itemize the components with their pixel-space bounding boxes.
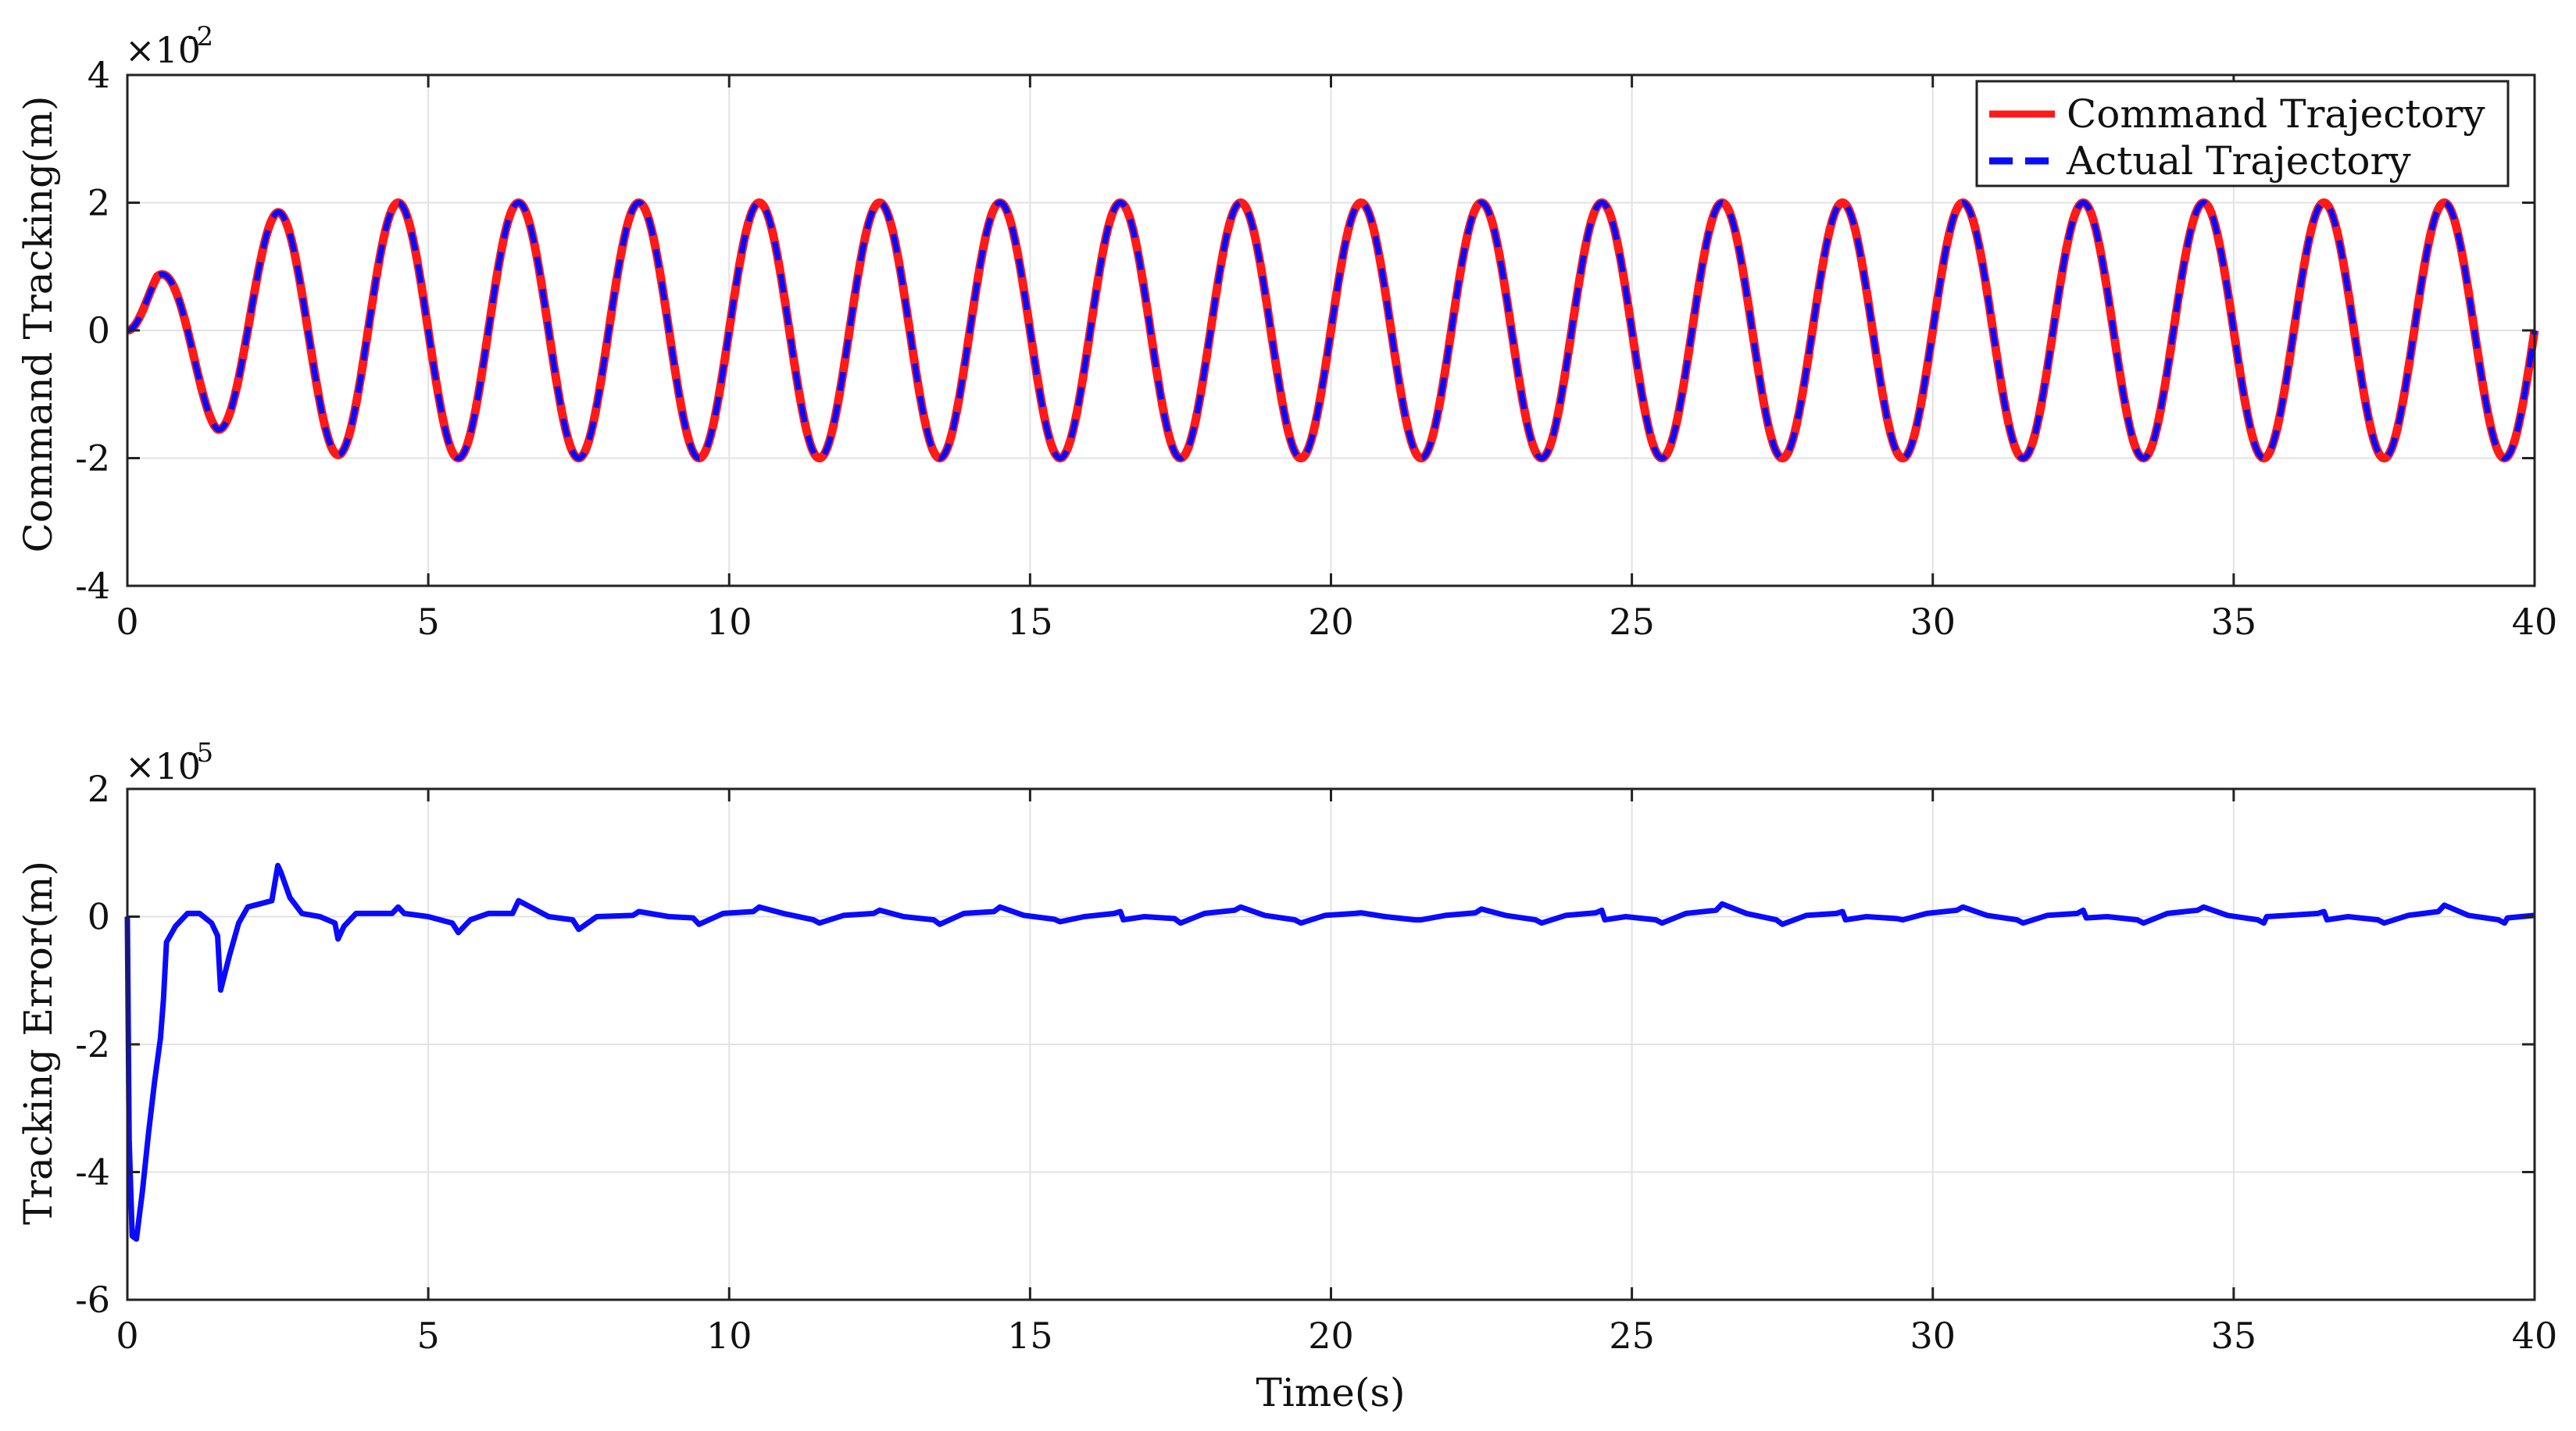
x-tick-label: 15 [1007, 1315, 1053, 1357]
x-axis-label: Time(s) [1256, 1370, 1405, 1415]
panel1-exponent-power: -2 [188, 21, 213, 52]
tracking-error-panel: 0 5 10 15 20 25 30 35 40 -6 -4 -2 0 2 ×10 -5 Trackin… [16, 737, 2557, 1415]
y-tick-label: -2 [75, 437, 110, 480]
y-tick-label: 4 [88, 54, 110, 96]
x-tick-label: 0 [116, 1315, 138, 1357]
x-tick-label: 35 [2211, 601, 2257, 643]
y-tick-label: 0 [88, 309, 110, 352]
panel1-plot-area [123, 198, 2539, 462]
tracking-error-line [124, 862, 2535, 1242]
x-tick-label: 10 [706, 601, 752, 643]
x-tick-label: 10 [706, 1315, 752, 1357]
legend-command-label: Command Trajectory [2067, 91, 2485, 137]
x-tick-label: 35 [2211, 1315, 2257, 1357]
x-tick-label: 15 [1007, 601, 1053, 643]
y-tick-label: -6 [75, 1279, 110, 1321]
panel1-x-tick-labels: 0 5 10 15 20 25 30 35 40 [116, 601, 2557, 643]
x-tick-label: 0 [116, 601, 138, 643]
x-tick-label: 30 [1910, 1315, 1956, 1357]
legend: Command Trajectory Actual Trajectory [1975, 80, 2510, 187]
panel2-y-axis-label: Tracking Error(m) [16, 861, 61, 1225]
panel1-ticks [126, 73, 2536, 587]
y-tick-label: -4 [75, 1151, 110, 1194]
x-tick-label: 40 [2512, 601, 2558, 643]
x-tick-label: 25 [1609, 601, 1655, 643]
x-tick-label: 5 [416, 1315, 439, 1357]
panel2-ticks [126, 787, 2536, 1301]
x-tick-label: 40 [2512, 1315, 2558, 1357]
x-tick-label: 25 [1609, 1315, 1655, 1357]
command-tracking-panel: 0 5 10 15 20 25 30 35 40 -4 -2 0 2 4 ×10 -2 Command … [16, 21, 2557, 643]
panel1-y-tick-labels: -4 -2 0 2 4 [75, 54, 110, 607]
y-tick-label: -4 [75, 565, 110, 607]
y-tick-label: 2 [88, 182, 110, 224]
panel2-exponent-power: -5 [188, 737, 213, 769]
x-tick-label: 30 [1910, 601, 1956, 643]
panel1-y-axis-label: Command Tracking(m) [16, 95, 61, 552]
x-tick-label: 20 [1308, 1315, 1354, 1357]
y-tick-label: 0 [88, 896, 110, 938]
panel2-plot-area [124, 862, 2535, 1242]
panel2-x-tick-labels: 0 5 10 15 20 25 30 35 40 [116, 1315, 2557, 1357]
panel2-exponent-base: ×10 [125, 745, 201, 787]
panel2-y-tick-labels: -6 -4 -2 0 2 [75, 768, 110, 1321]
y-tick-label: -2 [75, 1023, 110, 1065]
x-tick-label: 5 [416, 601, 439, 643]
command-trajectory-line [123, 198, 2539, 462]
x-tick-label: 20 [1308, 601, 1354, 643]
panel1-exponent-base: ×10 [125, 29, 201, 71]
y-tick-label: 2 [88, 768, 110, 810]
legend-box [1975, 80, 2510, 187]
legend-actual-label: Actual Trajectory [2066, 138, 2411, 184]
